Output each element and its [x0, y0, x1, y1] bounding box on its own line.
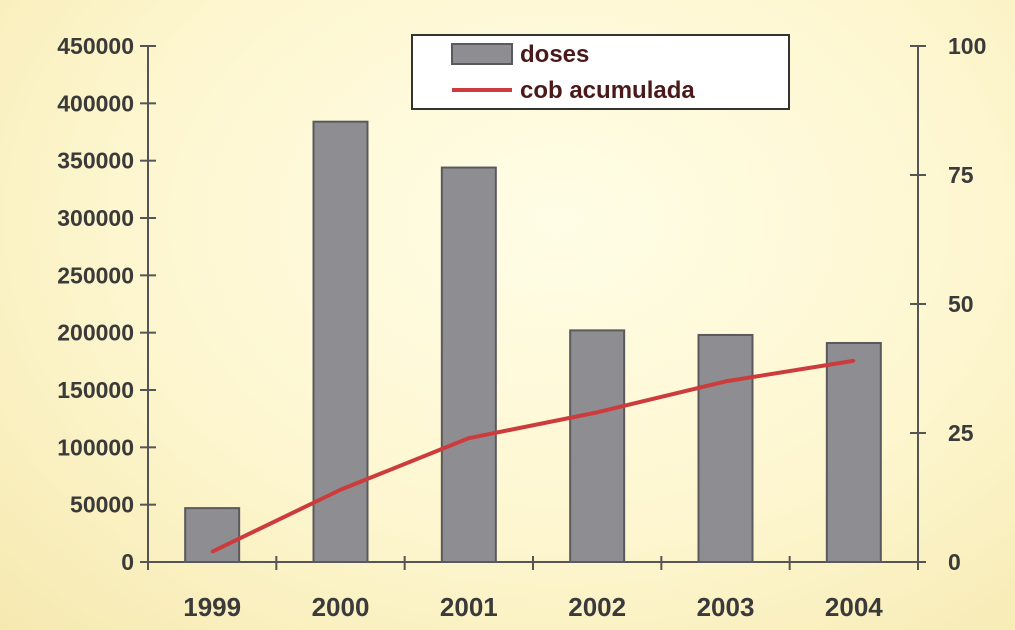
axes [147, 46, 919, 563]
legend: doses cob acumulada [411, 34, 790, 110]
x-tick-label: 2004 [825, 592, 883, 622]
x-tick-label: 2003 [697, 592, 755, 622]
y-tick-label: 450000 [57, 33, 134, 59]
y-tick-label: 150000 [57, 377, 134, 403]
line-point [210, 550, 214, 554]
line-point [724, 379, 727, 383]
y2-tick-label: 100 [948, 33, 986, 59]
y-tick-label: 350000 [57, 148, 134, 174]
legend-label-doses: doses [520, 41, 589, 68]
x-tick-label: 2001 [440, 592, 498, 622]
y2-tick-label: 0 [948, 549, 961, 575]
y-tick-label: 200000 [57, 320, 134, 346]
y-tick-label: 400000 [57, 90, 134, 116]
y-tick-label: 300000 [57, 205, 134, 231]
line-point [595, 410, 599, 414]
y-tick-label: 0 [121, 549, 134, 575]
y-tick-label: 50000 [70, 492, 134, 518]
x-tick-label: 1999 [183, 592, 241, 622]
line-point [467, 436, 471, 440]
legend-label-cob-acumulada: cob acumulada [520, 77, 695, 104]
line-point [339, 488, 342, 492]
y2-axis-ticks: 0 25 50 75 100 [910, 33, 986, 575]
y2-tick-label: 75 [948, 162, 974, 188]
bar [440, 166, 497, 563]
x-axis-ticks: 1999 2000 2001 2002 2003 2004 [147, 556, 919, 622]
y-tick-label: 100000 [57, 434, 134, 460]
bar [312, 120, 369, 564]
bar [697, 333, 754, 563]
bar [184, 507, 241, 563]
y2-tick-label: 25 [948, 420, 974, 446]
series-line-cob-acumulada [211, 358, 855, 554]
line-point [852, 359, 856, 363]
bar [825, 341, 882, 563]
y2-tick-label: 50 [948, 291, 974, 317]
legend-swatch-doses [451, 43, 513, 65]
x-tick-label: 2000 [312, 592, 370, 622]
x-tick-label: 2002 [568, 592, 626, 622]
bars [184, 120, 882, 564]
line-series [210, 358, 856, 554]
y-tick-label: 250000 [57, 262, 134, 288]
y-axis-ticks: 0 50000 100000 150000 200000 250000 300000 3500… [57, 33, 156, 575]
bar [569, 329, 626, 563]
